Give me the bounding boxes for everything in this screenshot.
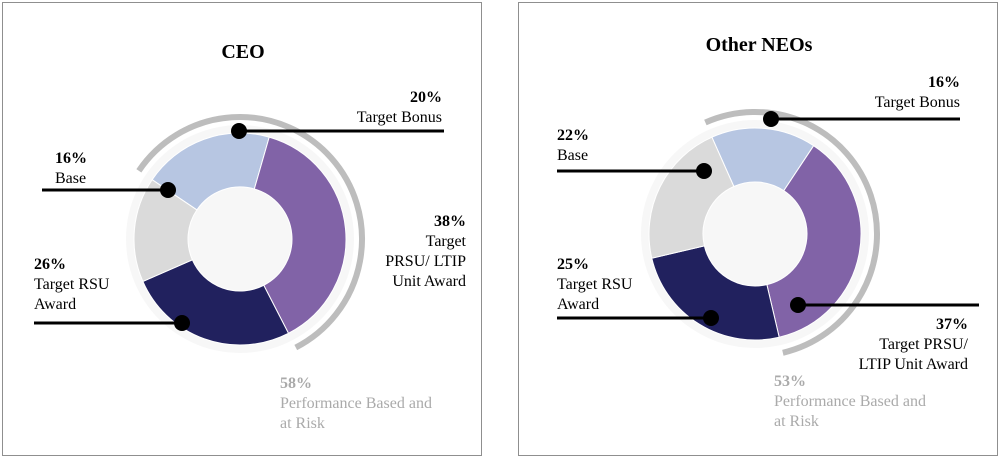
- slice-base-label: Base: [557, 147, 588, 164]
- ceo-rings: [126, 114, 365, 353]
- slice-base: [133, 179, 198, 283]
- slice-bonus-label: Target Bonus: [875, 94, 960, 111]
- ceo-chart-panel: CEO 20% Target Bonus 38% Target PRSU/ LT…: [2, 2, 482, 456]
- leader-dot-bonus: [763, 111, 779, 127]
- slice-prsu-pct: 37%: [936, 316, 968, 333]
- slice-bonus-pct: 16%: [928, 74, 960, 91]
- slice-prsu-label-line2: PRSU/ LTIP: [385, 253, 466, 270]
- slice-rsu-label-line1: Target RSU: [557, 276, 633, 293]
- leader-dot-prsu: [790, 297, 806, 313]
- slice-rsu-label-line2: Award: [34, 296, 76, 313]
- leader-dot-rsu: [174, 315, 190, 331]
- slice-rsu: [651, 245, 780, 341]
- slice-bonus: [151, 132, 270, 211]
- slice-base-pct: 16%: [55, 150, 87, 167]
- slice-prsu: [253, 136, 347, 334]
- performance-pct: 53%: [774, 373, 806, 390]
- performance-pct: 58%: [280, 375, 312, 392]
- neo-rings: [641, 109, 880, 356]
- slice-rsu-pct: 26%: [34, 256, 66, 273]
- slice-prsu-pct: 38%: [434, 213, 466, 230]
- leader-dot-base: [696, 163, 712, 179]
- slice-rsu-label-line1: Target RSU: [34, 276, 110, 293]
- leader-dot-base: [160, 182, 176, 198]
- slice-prsu: [766, 145, 862, 338]
- slice-bonus-label: Target Bonus: [357, 109, 442, 126]
- slice-prsu-label-line1: Target PRSU/: [879, 336, 968, 353]
- leader-dot-rsu: [703, 310, 719, 326]
- ceo-leader-lines: [34, 123, 444, 331]
- performance-label-line1: Performance Based and: [774, 393, 926, 410]
- performance-arc: [704, 109, 880, 356]
- performance-label-line1: Performance Based and: [280, 395, 432, 412]
- neo-leader-lines: [557, 111, 979, 326]
- chart-title: Other NEOs: [706, 34, 813, 56]
- slice-rsu-pct: 25%: [557, 256, 589, 273]
- performance-label-line2: at Risk: [280, 415, 325, 432]
- slice-bonus-pct: 20%: [410, 89, 442, 106]
- slice-prsu-label-line3: Unit Award: [392, 273, 466, 290]
- performance-arc: [136, 114, 365, 351]
- chart-title: CEO: [221, 41, 264, 63]
- ceo-donut-chart: CEO 20% Target Bonus 38% Target PRSU/ LT…: [34, 41, 467, 432]
- slice-prsu-label-line2: LTIP Unit Award: [859, 356, 968, 373]
- slice-base: [648, 136, 735, 259]
- slice-rsu-label-line2: Award: [557, 296, 599, 313]
- performance-label-line2: at Risk: [774, 413, 819, 430]
- slice-base-label: Base: [55, 170, 86, 187]
- other-neos-chart-panel: Other NEOs 16% Target Bonus 22% Base 25%…: [518, 2, 998, 456]
- other-neos-donut-chart: Other NEOs 16% Target Bonus 22% Base 25%…: [557, 34, 979, 430]
- slice-base-pct: 22%: [557, 127, 589, 144]
- slice-prsu-label-line1: Target: [426, 233, 467, 250]
- leader-dot-bonus: [231, 123, 247, 139]
